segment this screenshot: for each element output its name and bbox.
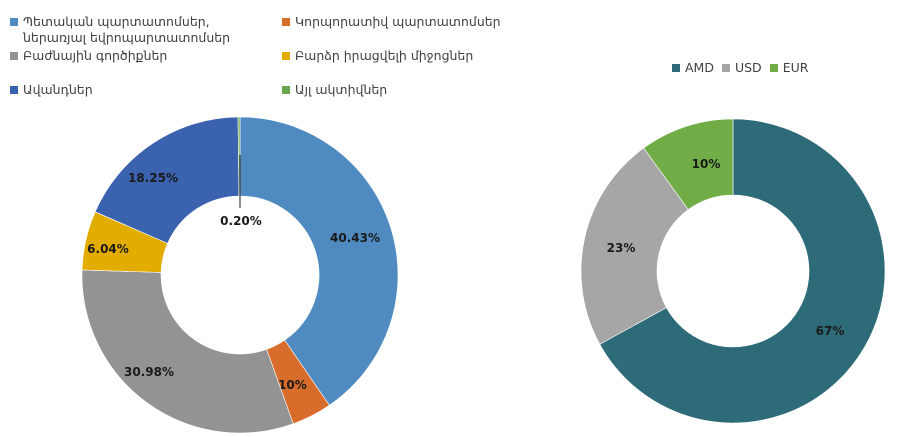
- data-label: 40.43%: [330, 231, 380, 245]
- legend-swatch: [10, 86, 18, 94]
- data-label: 67%: [816, 324, 845, 338]
- legend-item-amd: AMD: [672, 60, 714, 75]
- legend-label: Ավանդներ: [23, 82, 93, 97]
- legend-label: Այլ ակտիվներ: [295, 82, 388, 97]
- legend-swatch: [10, 18, 18, 26]
- data-label: 6.04%: [87, 242, 129, 256]
- donut-segment: [239, 116, 399, 406]
- legend-label: EUR: [782, 60, 809, 75]
- currency-donut: 67% 23% 10%: [580, 118, 886, 424]
- donut-segment: [94, 116, 240, 244]
- asset-allocation-legend: Պետական պարտատոմսեր, ներառյալ եվրոպարտատ…: [10, 0, 570, 110]
- legend-item-usd: USD: [721, 60, 762, 75]
- asset-allocation-donut: 40.43%4.10%30.98%6.04%18.25%0.20%: [81, 116, 399, 434]
- legend-item-liquid-assets: Բարձր իրացվելի միջոցներ: [282, 48, 473, 64]
- donut-segment: [81, 269, 294, 434]
- data-label: 30.98%: [124, 365, 174, 379]
- currency-legend: AMD USD EUR: [672, 60, 808, 75]
- legend-label: Բարձր իրացվելի միջոցներ: [295, 48, 474, 63]
- data-label: 18.25%: [128, 171, 178, 185]
- legend-swatch: [769, 63, 778, 72]
- donut-segment: [580, 147, 689, 345]
- legend-item-government-bonds: Պետական պարտատոմսեր, ներառյալ եվրոպարտատ…: [10, 14, 230, 46]
- legend-label: Պետական պարտատոմսեր, ներառյալ եվրոպարտատ…: [23, 14, 231, 45]
- donut-segment: [643, 118, 734, 210]
- legend-swatch: [282, 52, 290, 60]
- legend-swatch: [282, 86, 290, 94]
- legend-label: Բաժնային գործիքներ: [23, 48, 168, 63]
- legend-item-equities: Բաժնային գործիքներ: [10, 48, 167, 64]
- legend-swatch: [282, 18, 290, 26]
- legend-item-eur: EUR: [769, 60, 809, 75]
- legend-item-deposits: Ավանդներ: [10, 82, 93, 98]
- legend-item-other-assets: Այլ ակտիվներ: [282, 82, 387, 98]
- legend-item-corporate-bonds: Կորպորատիվ պարտատոմսեր: [282, 14, 501, 30]
- legend-label: Կորպորատիվ պարտատոմսեր: [295, 14, 501, 29]
- legend-label: USD: [734, 60, 762, 75]
- legend-swatch: [721, 63, 730, 72]
- legend-label: AMD: [685, 60, 714, 75]
- legend-swatch: [672, 63, 680, 72]
- data-label: 10%: [692, 157, 721, 171]
- legend-swatch: [10, 52, 18, 60]
- data-label: 0.20%: [220, 214, 262, 228]
- donut-segment: [599, 118, 886, 424]
- data-label: 23%: [607, 241, 636, 255]
